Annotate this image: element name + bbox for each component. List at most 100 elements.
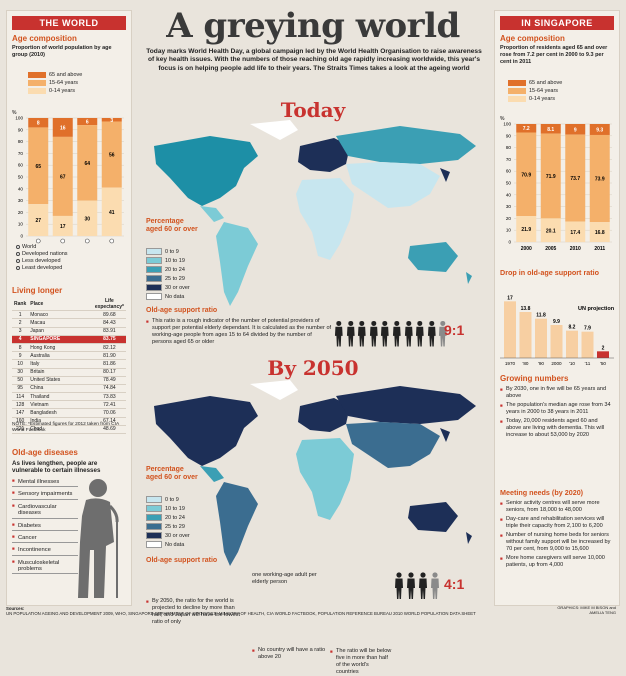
y-tick-label: 70	[18, 151, 24, 156]
disease-item: ■ Cancer	[12, 534, 78, 544]
person-icon	[416, 320, 424, 347]
place-cell: Bangladesh	[28, 408, 93, 418]
table-row: 3 Japan 83.91	[12, 327, 126, 336]
table-row: 50 United States 78.49	[12, 376, 126, 385]
disease-label: Incontinence	[18, 547, 51, 554]
new-zealand	[466, 532, 472, 544]
person-icon	[358, 320, 366, 347]
living-table: Rank Place Life expectancy* 1 Monaco 89.68…	[12, 297, 126, 435]
drop-bar-value: 7.9	[584, 326, 591, 332]
by2050-ratio-figures	[394, 570, 442, 600]
bar-segment-65	[540, 124, 561, 134]
life-cell: 48.69	[92, 425, 126, 435]
bar-segment-014	[77, 200, 98, 236]
sg-drop-chart: UN projection 17 1970 13.8 '80 11.8 '90 9.9 2000…	[500, 295, 615, 366]
legend-label: 20 to 24	[165, 266, 185, 273]
by2050-right-text: The ratio will be below five in more tha…	[330, 648, 392, 676]
legend-label: 25 to 29	[165, 523, 185, 530]
x-tick-label: 2000	[521, 246, 532, 252]
north-america	[154, 136, 258, 206]
central-america	[200, 206, 224, 222]
person-icon	[419, 572, 427, 599]
legend-item: 10 to 19	[146, 257, 190, 264]
drop-x-label: '90	[538, 361, 544, 366]
bar-segment-65	[28, 118, 49, 128]
legend-swatch	[146, 496, 162, 503]
legend-swatch	[146, 541, 162, 548]
rank-cell: 30	[12, 368, 29, 377]
legend-label: 30 or over	[165, 532, 190, 539]
life-cell: 81.86	[92, 359, 126, 369]
bar-segment-65	[101, 118, 122, 122]
legend-swatch	[146, 505, 162, 512]
by2050-pct-heading: Percentage aged 60 or over	[146, 466, 198, 481]
table-row: 9 Australia 81.90	[12, 351, 126, 361]
russia	[336, 386, 476, 424]
y-tick-label: 10	[18, 222, 24, 227]
legend-item: No data	[146, 293, 190, 300]
y-tick-label: 20	[18, 210, 24, 215]
drop-bar-value: 11.8	[536, 313, 546, 319]
rank-cell: 128	[12, 400, 29, 410]
sg-age-legend: 65 and above 15-64 years 0-14 years	[508, 80, 562, 104]
table-row: 114 Thailand 73.83	[12, 392, 126, 402]
by2050-mid-text2: No country will have a ratio above 20	[252, 647, 328, 661]
table-row: 147 Bangladesh 70.06	[12, 408, 126, 418]
legend-item: No data	[146, 541, 190, 548]
bar-key-marker	[60, 238, 66, 244]
legend-item: 10 to 19	[146, 505, 190, 512]
disease-label: Musculoskeletal problems	[18, 559, 60, 572]
bullet-icon: ■	[12, 478, 15, 483]
singapore-tag: IN SINGAPORE	[500, 16, 614, 30]
rank-cell: 160	[12, 417, 29, 426]
data-label-1564: 64	[84, 161, 90, 167]
bar-segment-65	[565, 124, 586, 135]
col-place: Place	[28, 297, 93, 312]
life-cell: 70.06	[92, 408, 126, 418]
person-icon	[392, 320, 401, 347]
japan	[440, 428, 450, 442]
table-row: 30 Britain 80.17	[12, 368, 126, 377]
diseases-sub: As lives lengthen, people are vulnerable…	[12, 460, 101, 475]
drop-x-label: '10	[569, 361, 575, 366]
person-icon	[334, 320, 343, 347]
sg-age-chart: %10090807060504030201007.270.921.920008.…	[500, 116, 612, 252]
footer-source-text: UN POPULATION AGEING AND DEVELOPMENT 200…	[6, 611, 476, 617]
legend-item: 30 or over	[146, 284, 190, 291]
person-icon	[407, 572, 415, 599]
drop-bar-value: 13.8	[521, 306, 531, 312]
person-icon	[427, 320, 436, 347]
rank-cell: 10	[12, 359, 29, 369]
place-cell: China	[28, 384, 93, 394]
life-cell: 84.43	[92, 318, 126, 328]
rank-cell: 50	[12, 376, 29, 385]
legend-label: 0 to 9	[165, 496, 179, 503]
y-tick-label: 90	[18, 127, 24, 132]
y-tick-label: 30	[18, 198, 24, 203]
bullet-icon: ■	[12, 546, 15, 552]
y-tick-label: 60	[506, 169, 512, 174]
greenland	[250, 120, 298, 140]
sg-age-heading: Age composition	[500, 34, 565, 43]
legend-item: 0 to 9	[146, 248, 190, 255]
data-label-1564: 73.7	[570, 176, 580, 182]
world-bar-key-label: World	[22, 244, 37, 250]
life-cell: 72.41	[92, 400, 126, 410]
elderly-person-icon	[439, 320, 447, 347]
y-tick-label: 100	[503, 122, 511, 127]
europe	[298, 138, 350, 172]
australia	[408, 502, 458, 532]
bullet-icon: ■	[12, 521, 15, 527]
by2050-world-map	[154, 380, 476, 566]
place-cell: United States	[28, 376, 93, 385]
y-tick-label: 20	[506, 216, 512, 221]
data-label-1564: 65	[35, 164, 41, 170]
bullet-item: The population's median age rose from 34…	[500, 402, 614, 416]
legend-item: 0 to 9	[146, 496, 190, 503]
drop-bar	[566, 330, 578, 358]
data-label-65: 8	[37, 121, 40, 127]
drop-bar-value: 2	[602, 345, 605, 351]
legend-label: 10 to 19	[165, 257, 185, 264]
legend-item: 30 or over	[146, 532, 190, 539]
rank-cell: 147	[12, 408, 29, 418]
